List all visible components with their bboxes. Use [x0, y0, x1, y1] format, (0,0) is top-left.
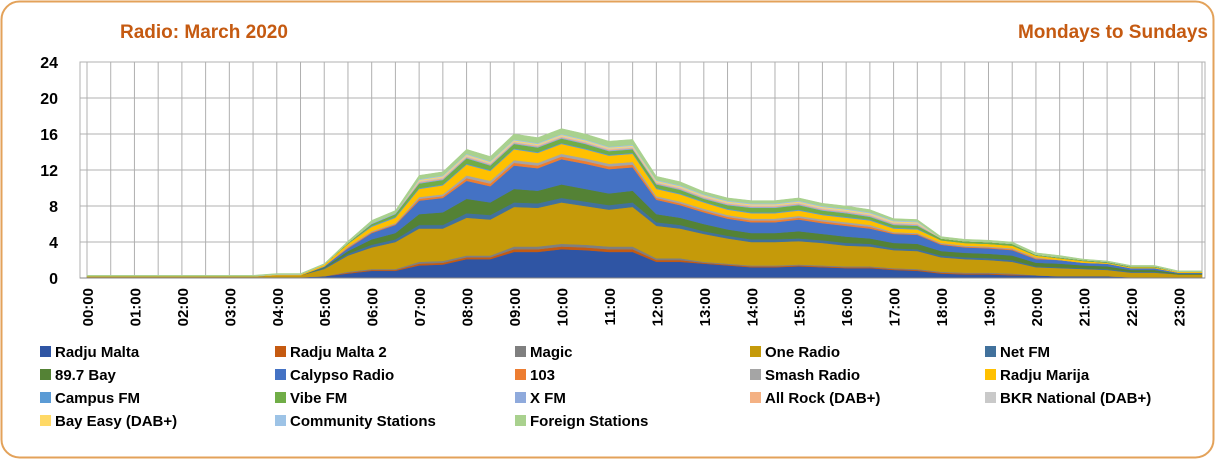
- legend-label: Radju Marija: [1000, 367, 1090, 384]
- legend-label: X FM: [530, 390, 566, 407]
- y-tick-label: 12: [40, 163, 58, 180]
- legend-label: Radju Malta 2: [290, 344, 387, 361]
- x-tick-label: 04:00: [270, 288, 287, 326]
- x-tick-label: 07:00: [412, 288, 429, 326]
- x-tick-label: 10:00: [554, 288, 571, 326]
- x-tick-label: 01:00: [127, 288, 144, 326]
- x-tick-label: 19:00: [981, 288, 998, 326]
- legend-label: One Radio: [765, 344, 840, 361]
- legend-label: Vibe FM: [290, 390, 347, 407]
- legend-swatch: [40, 415, 51, 426]
- x-tick-label: 08:00: [460, 288, 477, 326]
- x-tick-label: 09:00: [507, 288, 524, 326]
- legend-label: Smash Radio: [765, 367, 860, 384]
- legend-label: Magic: [530, 344, 573, 361]
- legend-swatch: [40, 346, 51, 357]
- legend-swatch: [515, 369, 526, 380]
- legend-label: Bay Easy (DAB+): [55, 413, 177, 430]
- legend-swatch: [985, 369, 996, 380]
- x-tick-label: 21:00: [1076, 288, 1093, 326]
- x-tick-label: 14:00: [744, 288, 761, 326]
- legend-swatch: [750, 346, 761, 357]
- x-tick-label: 12:00: [649, 288, 666, 326]
- legend-label: 103: [530, 367, 555, 384]
- legend-swatch: [275, 415, 286, 426]
- x-tick-label: 00:00: [80, 288, 97, 326]
- x-tick-label: 16:00: [839, 288, 856, 326]
- x-tick-label: 23:00: [1171, 288, 1188, 326]
- legend-swatch: [275, 392, 286, 403]
- x-tick-label: 15:00: [792, 288, 809, 326]
- chart-subtitle: Mondays to Sundays: [1018, 22, 1208, 43]
- legend-swatch: [515, 346, 526, 357]
- legend-label: Calypso Radio: [290, 367, 394, 384]
- legend-swatch: [985, 392, 996, 403]
- x-tick-label: 18:00: [934, 288, 951, 326]
- x-tick-label: 06:00: [365, 288, 382, 326]
- legend-swatch: [40, 369, 51, 380]
- legend-label: BKR National (DAB+): [1000, 390, 1151, 407]
- x-tick-label: 03:00: [222, 288, 239, 326]
- x-tick-label: 20:00: [1029, 288, 1046, 326]
- legend-swatch: [750, 392, 761, 403]
- legend-label: Community Stations: [290, 413, 436, 430]
- legend-swatch: [750, 369, 761, 380]
- y-tick-label: 24: [40, 55, 58, 72]
- legend-label: Campus FM: [55, 390, 140, 407]
- legend-label: Radju Malta: [55, 344, 140, 361]
- legend-label: Net FM: [1000, 344, 1050, 361]
- legend-swatch: [275, 369, 286, 380]
- legend-swatch: [275, 346, 286, 357]
- legend-label: Foreign Stations: [530, 413, 648, 430]
- x-tick-label: 05:00: [317, 288, 334, 326]
- x-tick-label: 02:00: [175, 288, 192, 326]
- y-tick-label: 20: [40, 91, 58, 108]
- legend-swatch: [515, 392, 526, 403]
- legend-label: All Rock (DAB+): [765, 390, 880, 407]
- legend-swatch: [40, 392, 51, 403]
- legend-label: 89.7 Bay: [55, 367, 117, 384]
- area: [86, 128, 1203, 277]
- y-tick-label: 0: [49, 271, 58, 288]
- x-tick-label: 22:00: [1124, 288, 1141, 326]
- x-tick-label: 13:00: [697, 288, 714, 326]
- legend-swatch: [515, 415, 526, 426]
- x-tick-label: 11:00: [602, 288, 619, 326]
- y-tick-label: 8: [49, 199, 58, 216]
- x-tick-label: 17:00: [887, 288, 904, 326]
- y-tick-label: 4: [49, 235, 58, 252]
- chart-title: Radio: March 2020: [120, 22, 288, 43]
- y-tick-label: 16: [40, 127, 58, 144]
- legend-swatch: [985, 346, 996, 357]
